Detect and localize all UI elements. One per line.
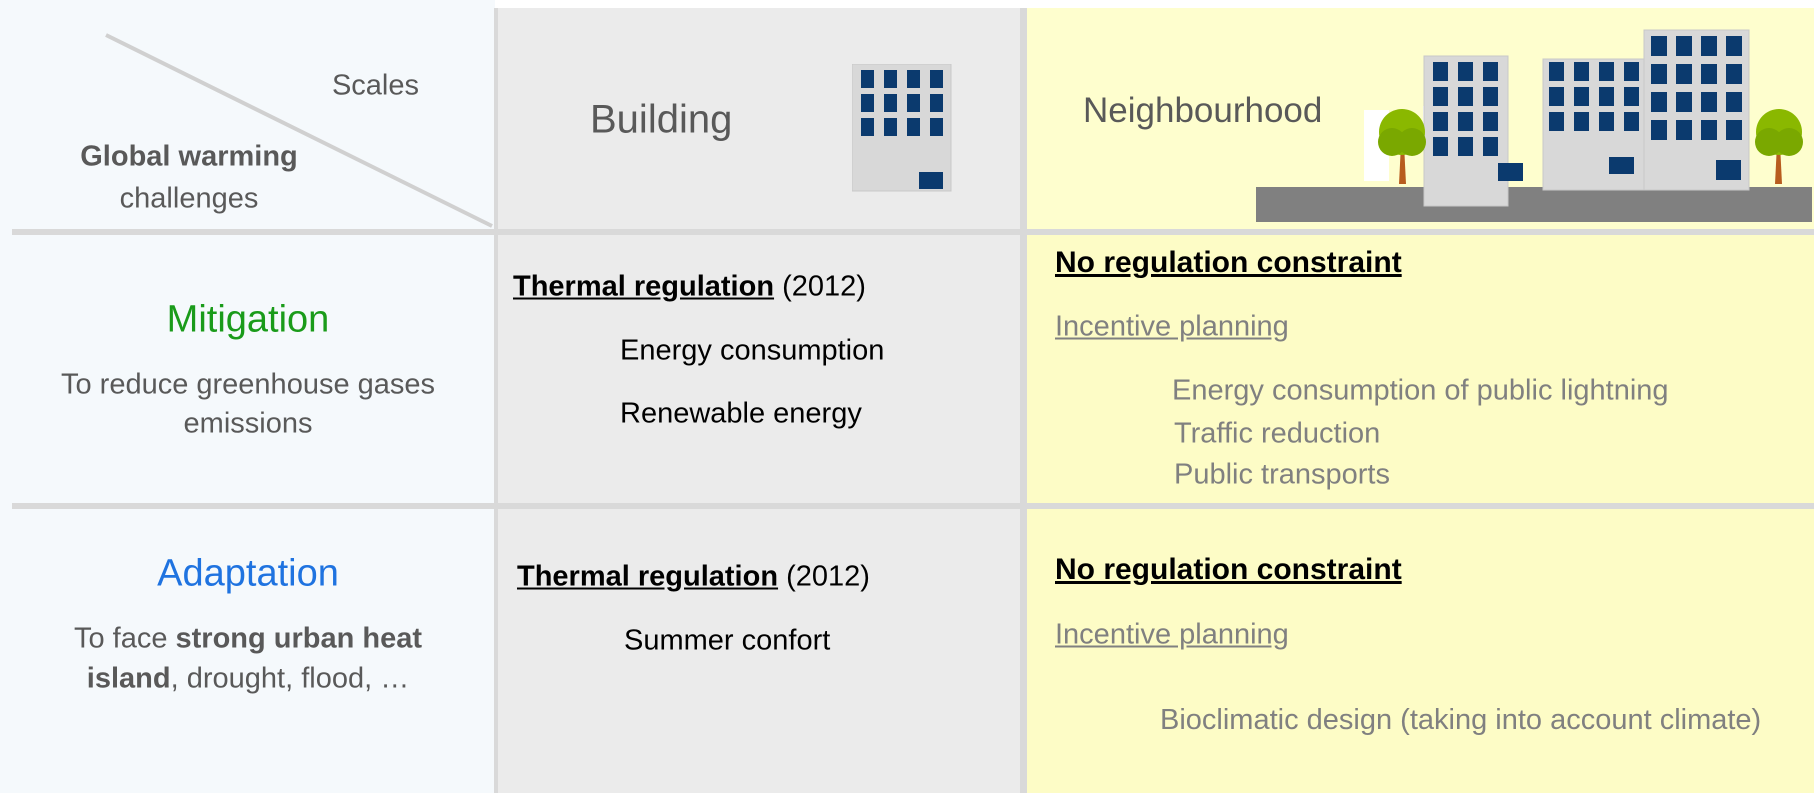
neighbourhood-subheading: Incentive planning bbox=[1055, 311, 1289, 344]
row-description: island, drought, flood, … bbox=[87, 663, 409, 696]
building-icon bbox=[852, 64, 952, 192]
neighbourhood-heading: No regulation constraint bbox=[1055, 553, 1402, 587]
neighbourhood-item: Bioclimatic design (taking into account … bbox=[1160, 700, 1770, 740]
row-description: To face strong urban heat bbox=[74, 623, 422, 656]
text: strong urban heat bbox=[176, 623, 423, 655]
neighbourhood-item: Public transports bbox=[1174, 459, 1390, 492]
column-header: Building bbox=[590, 98, 732, 143]
neighbourhood-icon bbox=[1244, 24, 1814, 224]
note: (2012) bbox=[786, 561, 870, 593]
heading: Thermal regulation bbox=[517, 561, 778, 593]
separator bbox=[12, 503, 1814, 509]
neighbourhood-heading: No regulation constraint bbox=[1055, 246, 1402, 280]
corner-label: Global warming bbox=[80, 141, 298, 174]
building-item: Renewable energy bbox=[620, 398, 862, 431]
corner-label: Scales bbox=[332, 70, 419, 103]
separator bbox=[12, 229, 1814, 235]
text: To face bbox=[74, 623, 176, 655]
row-title: Adaptation bbox=[157, 553, 339, 596]
building-item: Energy consumption bbox=[620, 335, 884, 368]
neighbourhood-subheading: Incentive planning bbox=[1055, 619, 1289, 652]
text: , drought, flood, … bbox=[171, 663, 410, 695]
separator bbox=[1020, 8, 1027, 793]
row-description: emissions bbox=[184, 408, 313, 441]
note: (2012) bbox=[782, 271, 866, 303]
slide: Scales Global warming challenges Buildin… bbox=[0, 0, 1814, 793]
row-description: To reduce greenhouse gases bbox=[61, 369, 435, 402]
row-title: Mitigation bbox=[167, 299, 330, 342]
heading: Thermal regulation bbox=[513, 271, 774, 303]
building-heading: Thermal regulation (2012) bbox=[513, 271, 866, 304]
neighbourhood-item: Traffic reduction bbox=[1174, 418, 1380, 451]
text: island bbox=[87, 663, 171, 695]
corner-label: challenges bbox=[120, 183, 259, 216]
building-heading: Thermal regulation (2012) bbox=[517, 561, 870, 594]
building-item: Summer confort bbox=[624, 625, 830, 658]
neighbourhood-item: Energy consumption of public lightning bbox=[1172, 375, 1669, 408]
